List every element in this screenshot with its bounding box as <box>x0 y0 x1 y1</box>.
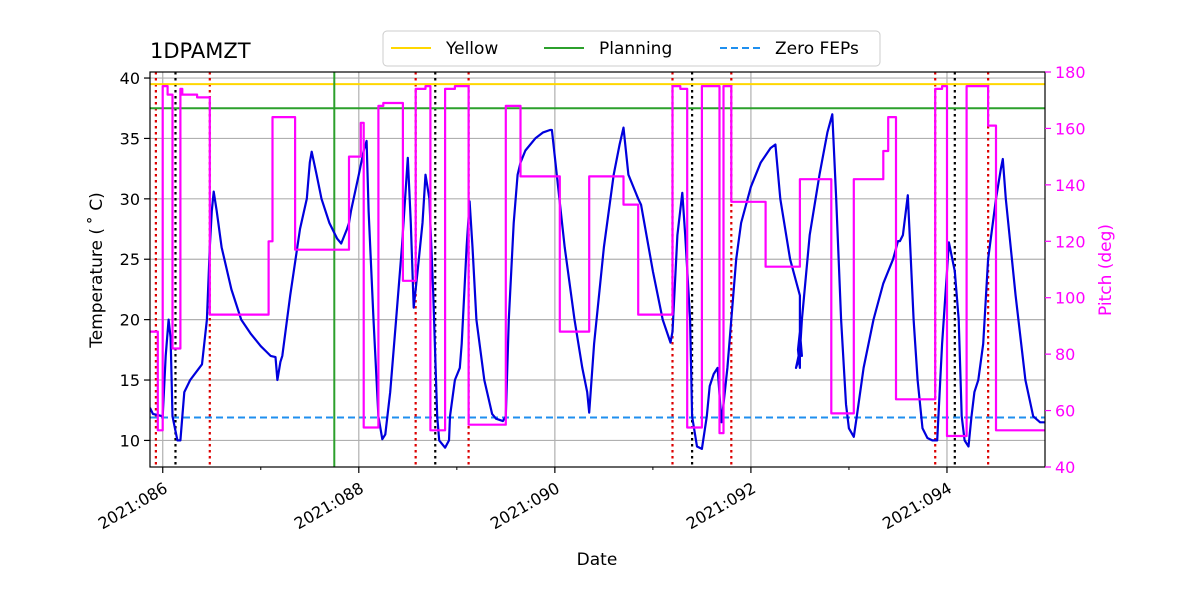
y2-axis-title: Pitch (deg) <box>1096 224 1116 316</box>
series-group <box>150 84 1045 450</box>
y2-tick-label-0: 40 <box>1055 458 1075 477</box>
legend-box <box>382 30 881 67</box>
y-axis-temperature: 10 15 20 25 30 35 40 <box>120 69 150 450</box>
y-tick-label-2: 20 <box>120 311 140 330</box>
legend-label-yellow: Yellow <box>445 39 498 59</box>
y2-tick-label-6: 160 <box>1055 119 1086 138</box>
legend: Yellow Planning Zero FEPs <box>382 30 881 67</box>
y-tick-label-5: 35 <box>120 129 140 148</box>
chart-title: 1DPAMZT <box>150 39 251 63</box>
y-axis-title: Temperature ( ˚ C) <box>86 192 107 349</box>
plot-frame <box>149 71 1046 468</box>
y-tick-label-1: 15 <box>120 371 140 390</box>
y2-tick-label-7: 180 <box>1055 63 1086 82</box>
limit-lines <box>150 72 1045 467</box>
y2-tick-label-4: 120 <box>1055 232 1086 251</box>
y-tick-label-6: 40 <box>120 69 140 88</box>
y-tick-label-3: 25 <box>120 250 140 269</box>
y2-tick-label-2: 80 <box>1055 345 1075 364</box>
y-tick-label-4: 30 <box>120 190 140 209</box>
x-axis-title: Date <box>577 550 618 570</box>
y2-tick-label-1: 60 <box>1055 402 1075 421</box>
pitch-series-line <box>150 84 1045 438</box>
legend-label-zero-feps: Zero FEPs <box>775 39 859 59</box>
legend-label-planning: Planning <box>599 39 672 59</box>
y-tick-label-0: 10 <box>120 431 140 450</box>
y-axis-pitch: 40 60 80 100 120 140 160 180 <box>1045 63 1086 477</box>
y2-tick-label-5: 140 <box>1055 176 1086 195</box>
y2-tick-label-3: 100 <box>1055 289 1086 308</box>
